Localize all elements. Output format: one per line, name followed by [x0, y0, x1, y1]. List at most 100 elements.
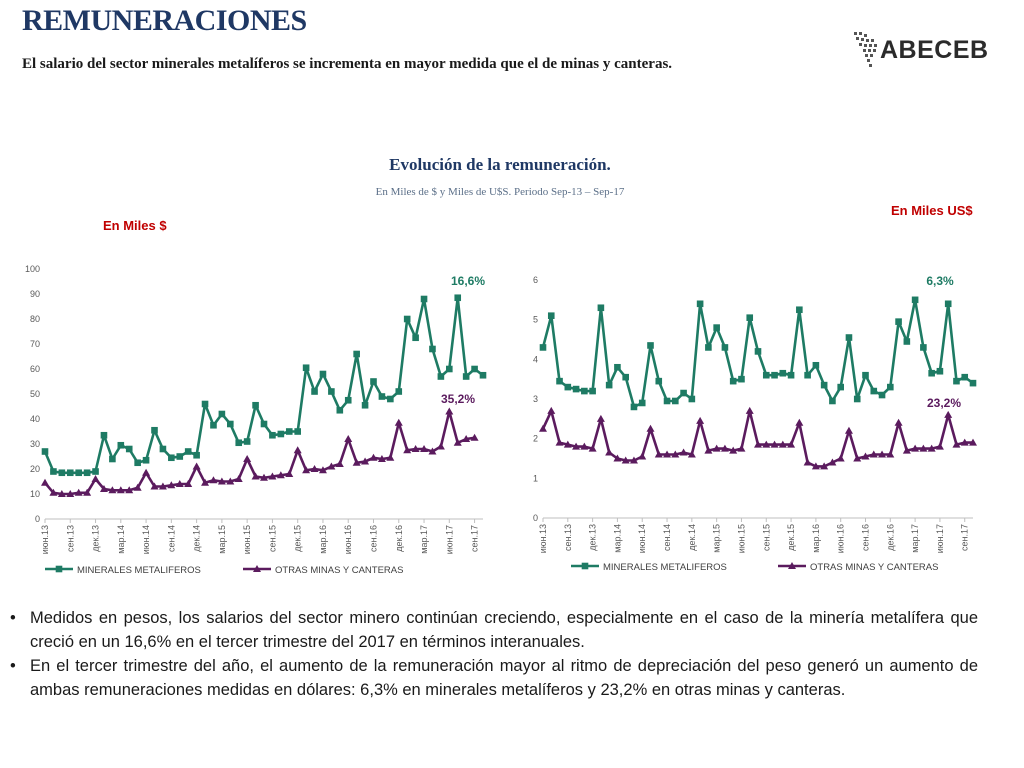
x-tick-label: сен.16	[369, 525, 379, 552]
data-point-square	[614, 364, 621, 371]
y-tick-label: 20	[30, 464, 40, 474]
data-point-square	[168, 454, 175, 461]
bullet-list: • Medidos en pesos, los salarios del sect…	[10, 606, 978, 702]
x-tick-label: дек.16	[885, 524, 895, 551]
data-point-square	[647, 342, 654, 349]
legend-label: OTRAS MINAS Y CANTERAS	[275, 565, 403, 576]
data-point-square	[746, 314, 753, 321]
data-point-square	[294, 428, 301, 435]
data-point-square	[837, 384, 844, 391]
data-point-square	[353, 351, 360, 358]
data-point-square	[101, 432, 108, 439]
data-point-square	[589, 388, 596, 395]
x-tick-label: сен.16	[861, 524, 871, 551]
x-tick-label: июн.17	[444, 525, 454, 554]
x-tick-label: июн.13	[40, 525, 50, 554]
y-tick-label: 4	[533, 354, 538, 364]
data-point-square	[598, 304, 605, 311]
x-tick-label: мар.15	[217, 525, 227, 554]
x-tick-label: сен.15	[267, 525, 277, 552]
y-tick-label: 60	[30, 364, 40, 374]
y-tick-label: 10	[30, 489, 40, 499]
x-tick-label: июн.14	[637, 524, 647, 553]
x-tick-label: мар.17	[419, 525, 429, 554]
x-tick-label: июн.17	[935, 524, 945, 553]
data-point-square	[84, 469, 91, 476]
data-point-square	[937, 368, 944, 375]
data-point-square	[244, 438, 251, 445]
x-tick-label: мар.14	[612, 524, 622, 553]
data-point-square	[945, 301, 952, 308]
x-tick-label: дек.15	[293, 525, 303, 552]
data-point-square	[185, 448, 192, 455]
data-point-triangle	[795, 419, 803, 426]
data-point-triangle	[437, 443, 445, 450]
data-point-triangle	[837, 455, 845, 462]
data-point-square	[556, 378, 563, 385]
data-point-square	[730, 378, 737, 385]
x-tick-label: сен.17	[960, 524, 970, 551]
y-tick-label: 70	[30, 339, 40, 349]
data-point-square	[429, 346, 436, 353]
data-point-square	[362, 402, 369, 409]
data-point-square	[252, 402, 259, 409]
legend-label: MINERALES METALIFEROS	[603, 562, 727, 573]
data-point-triangle	[638, 453, 646, 460]
data-point-square	[151, 427, 158, 434]
data-point-square	[118, 442, 125, 449]
data-point-square	[278, 431, 285, 438]
annotation-label: 35,2%	[441, 392, 475, 406]
x-tick-label: июн.16	[836, 524, 846, 553]
x-tick-label: сен.13	[65, 525, 75, 552]
data-point-square	[438, 373, 445, 380]
data-point-square	[796, 306, 803, 313]
y-tick-label: 30	[30, 439, 40, 449]
data-point-square	[912, 297, 919, 304]
series-line	[45, 298, 483, 473]
data-point-triangle	[804, 458, 812, 465]
y-tick-label: 90	[30, 289, 40, 299]
data-point-square	[689, 396, 696, 403]
data-point-square	[446, 366, 453, 373]
data-point-square	[821, 382, 828, 389]
data-point-square	[763, 372, 770, 379]
data-point-square	[548, 312, 555, 319]
data-point-square	[379, 393, 386, 400]
data-point-square	[713, 324, 720, 331]
data-point-square	[412, 334, 419, 341]
data-point-square	[160, 446, 167, 453]
data-point-square	[573, 386, 580, 393]
data-point-triangle	[547, 407, 555, 414]
data-point-square	[471, 366, 478, 373]
data-point-square	[202, 401, 209, 408]
data-point-square	[261, 421, 268, 428]
data-point-square	[920, 344, 927, 351]
data-point-square	[606, 382, 613, 389]
data-point-triangle	[41, 479, 49, 486]
x-tick-label: дек.14	[687, 524, 697, 551]
data-point-square	[961, 374, 968, 381]
y-tick-label: 80	[30, 314, 40, 324]
data-point-square	[895, 318, 902, 325]
data-point-square	[176, 453, 183, 460]
data-point-square	[210, 422, 217, 429]
data-point-square	[622, 374, 629, 381]
data-point-triangle	[944, 411, 952, 418]
data-point-square	[370, 378, 377, 385]
y-tick-label: 3	[533, 394, 538, 404]
data-point-square	[227, 421, 234, 428]
data-point-square	[581, 388, 588, 395]
data-point-square	[480, 372, 487, 379]
data-point-square	[664, 398, 671, 405]
data-point-square	[697, 301, 704, 308]
x-tick-label: мар.16	[811, 524, 821, 553]
data-point-square	[395, 388, 402, 395]
data-point-square	[345, 397, 352, 404]
y-tick-label: 0	[35, 514, 40, 524]
legend-label: MINERALES METALIFEROS	[77, 565, 201, 576]
data-point-square	[788, 372, 795, 379]
y-tick-label: 0	[533, 513, 538, 523]
data-point-square	[463, 373, 470, 380]
data-point-square	[565, 384, 572, 391]
x-tick-label: сен.14	[166, 525, 176, 552]
